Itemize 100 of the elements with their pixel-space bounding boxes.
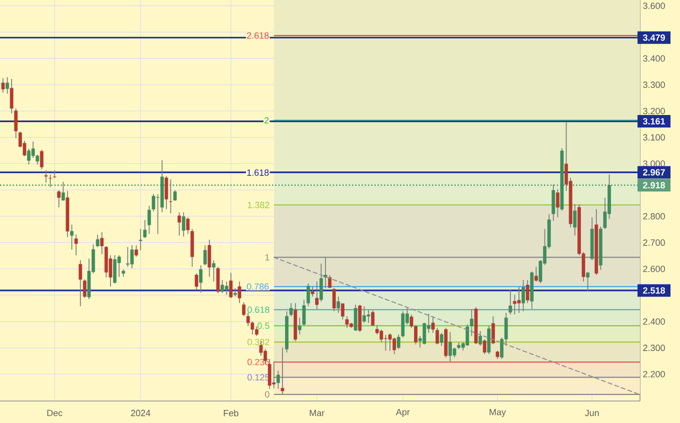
x-tick-label: Apr <box>396 408 410 418</box>
ref-line-label: 2.518 <box>643 287 665 294</box>
band-label: 1.382 <box>248 202 270 208</box>
candlestick <box>27 148 31 165</box>
candlestick <box>431 316 435 334</box>
candlestick <box>138 228 142 251</box>
candlestick <box>345 316 349 328</box>
band-label: 2 <box>264 117 269 124</box>
candlestick <box>178 212 181 236</box>
candlestick <box>44 170 48 184</box>
candlestick <box>340 302 344 320</box>
y-tick-label: 2.600 <box>643 266 665 272</box>
candlestick <box>401 310 405 338</box>
candlestick <box>224 281 228 296</box>
band-label: 0 <box>265 391 270 398</box>
candlestick <box>57 190 61 208</box>
candlestick <box>203 244 207 266</box>
candlestick <box>199 264 202 294</box>
candlestick <box>482 338 486 355</box>
candlestick <box>298 317 302 335</box>
y-tick-label: 2.300 <box>643 344 665 352</box>
candlestick <box>526 280 530 304</box>
candlestick <box>100 232 104 255</box>
ref-line-label: 2.967 <box>643 169 665 176</box>
candlestick <box>534 266 538 282</box>
candlestick <box>508 289 512 315</box>
ref-line-label: 2.918 <box>643 182 665 188</box>
candlestick <box>573 204 577 236</box>
x-tick-label: 2024 <box>131 410 150 416</box>
ref-line-label: 3.479 <box>642 34 665 41</box>
candlestick <box>436 327 439 345</box>
candlestick <box>1 78 5 94</box>
candlestick <box>280 347 284 395</box>
candlestick <box>522 280 525 312</box>
band-label: 1 <box>265 254 270 260</box>
candlestick <box>229 272 233 299</box>
candlestick <box>354 304 358 332</box>
candlestick <box>78 260 82 307</box>
candlestick <box>208 239 212 278</box>
y-tick-label: 2.700 <box>643 239 665 246</box>
y-tick-label: 3.100 <box>643 134 665 141</box>
ref-line-label: 3.161 <box>642 118 666 124</box>
band-label: 0.5 <box>258 322 270 329</box>
y-tick-label: 2.200 <box>643 370 665 378</box>
candlestick <box>396 334 400 350</box>
candlestick <box>478 330 482 346</box>
candlestick <box>212 260 216 282</box>
candlestick <box>332 288 336 312</box>
candlestick <box>173 190 177 202</box>
candlestick <box>371 310 374 327</box>
y-tick-label: 3.600 <box>643 2 665 9</box>
candlestick <box>324 256 328 289</box>
band-label: 2.618 <box>247 32 269 39</box>
y-tick-label: 3.300 <box>643 82 665 88</box>
y-tick-label: 2.400 <box>643 318 665 325</box>
candlestick <box>319 263 323 302</box>
candlestick <box>6 76 10 94</box>
candlestick <box>556 188 560 218</box>
candlestick <box>10 78 14 114</box>
x-tick-label: Mar <box>310 410 324 416</box>
candlestick <box>440 332 444 346</box>
candlestick <box>328 274 332 289</box>
candlestick <box>152 194 156 212</box>
y-tick-label: 2.800 <box>643 213 665 220</box>
candlestick <box>254 326 258 336</box>
candlestick <box>366 309 370 324</box>
candlestick <box>310 286 314 297</box>
candlestick <box>586 271 590 292</box>
candlestick <box>276 370 280 390</box>
candlestick <box>470 309 474 336</box>
candlestick <box>306 282 310 307</box>
x-tick-label: May <box>490 408 506 418</box>
candlestick <box>134 244 138 258</box>
y-tick-label: 3.000 <box>643 160 665 167</box>
candlestick <box>83 278 86 298</box>
candlestick <box>182 212 186 237</box>
band-label: 1.618 <box>247 169 269 176</box>
candlestick <box>216 266 220 294</box>
candlestick <box>164 176 168 210</box>
candlestick <box>40 149 44 170</box>
candlestick <box>48 174 52 188</box>
candlestick <box>491 316 495 345</box>
candlestick <box>62 181 65 202</box>
candlestick <box>388 332 392 352</box>
candlestick <box>70 224 74 250</box>
candlestick <box>238 281 242 304</box>
band-label: 0.618 <box>248 306 270 313</box>
band-label: 0.382 <box>248 338 270 346</box>
x-tick-label: Dec <box>47 410 62 416</box>
candlestick <box>14 108 18 139</box>
band-label: 0.786 <box>246 283 269 290</box>
candlestick <box>289 302 293 317</box>
candlestick <box>302 299 306 326</box>
candlestick <box>552 184 556 222</box>
x-tick-label: Jun <box>584 410 599 416</box>
candlestick <box>168 179 172 214</box>
candlestick <box>194 272 198 290</box>
candlestick <box>130 244 134 269</box>
y-tick-label: 3.200 <box>643 108 665 114</box>
candlestick <box>517 286 521 314</box>
